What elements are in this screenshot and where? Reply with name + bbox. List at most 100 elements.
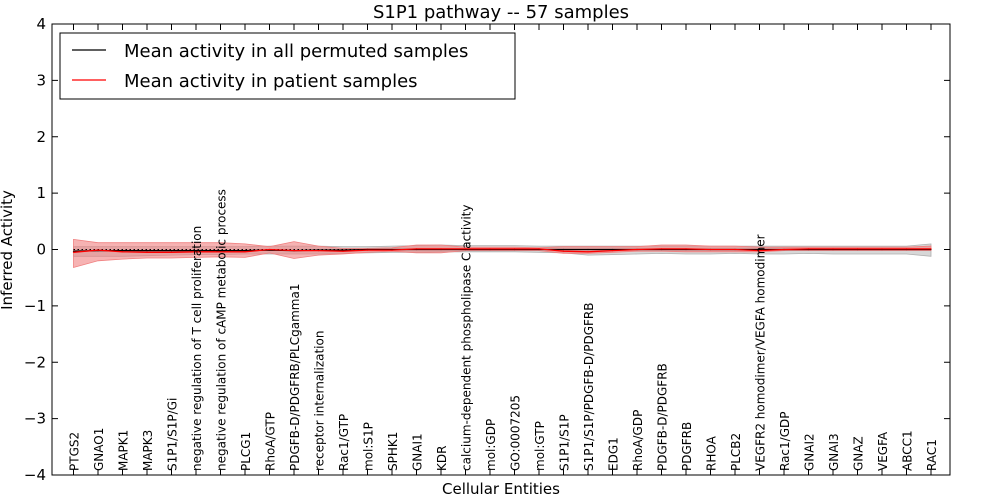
- y-tick-label: 4: [36, 15, 46, 33]
- x-tick-label: ABCC1: [901, 430, 915, 471]
- y-axis-label: Inferred Activity: [0, 190, 16, 310]
- point-series-1: [464, 248, 467, 250]
- x-tick-label: mol:GDP: [484, 419, 498, 471]
- point-series-1: [685, 248, 687, 250]
- x-tick-label: SPHK1: [386, 432, 400, 471]
- point-series-1: [660, 248, 663, 250]
- point-series-1: [734, 248, 736, 251]
- x-tick-label: GO:0007205: [509, 395, 523, 471]
- point-series-1: [783, 248, 785, 251]
- y-tick-label: −4: [24, 466, 46, 484]
- x-tick-label: S1P1/S1P/PDGFB-D/PDGFRB: [582, 303, 596, 471]
- x-tick-label: PLCB2: [729, 433, 743, 471]
- x-tick-label: MAPK1: [117, 430, 131, 471]
- point-series-1: [930, 248, 932, 250]
- point-series-1: [293, 250, 295, 252]
- point-series-1: [146, 251, 148, 253]
- point-series-1: [268, 248, 271, 251]
- x-tick-label: receptor internalization: [313, 331, 327, 471]
- x-tick-label: PDGFB-D/PDGFRB/PLCgamma1: [288, 284, 302, 471]
- x-tick-label: PDGFRB: [680, 422, 694, 471]
- point-series-0: [72, 250, 75, 252]
- point-series-1: [219, 251, 222, 253]
- point-series-1: [513, 248, 516, 250]
- point-series-0: [342, 249, 344, 251]
- point-series-1: [587, 251, 589, 253]
- x-tick-label: PDGFB-D/PDGFRB: [656, 363, 670, 471]
- point-series-1: [807, 248, 810, 250]
- point-series-1: [440, 248, 442, 250]
- x-tick-label: VEGFA: [876, 431, 890, 471]
- point-series-0: [121, 250, 124, 252]
- x-tick-label: calcium-dependent phospholipase C activi…: [460, 205, 474, 471]
- line-series-1: [73, 248, 931, 253]
- point-series-1: [342, 250, 344, 252]
- y-tick-label: 2: [36, 128, 46, 146]
- band-series-1: [73, 238, 932, 269]
- x-tick-label: S1P1/S1P: [558, 414, 572, 471]
- x-tick-label: mol:S1P: [362, 422, 376, 471]
- x-tick-label: Rac1/GTP: [337, 414, 351, 471]
- point-series-0: [562, 248, 565, 251]
- x-axis-label: Cellular Entities: [442, 480, 560, 498]
- x-tick-label: MAPK3: [141, 430, 155, 471]
- point-series-1: [538, 248, 540, 250]
- point-series-1: [881, 248, 883, 250]
- x-tick-label: RhoA/GDP: [631, 410, 645, 471]
- x-tick-label: EDG1: [607, 437, 621, 471]
- x-tick-label: GNAO1: [92, 428, 106, 471]
- y-tick-label: −1: [24, 297, 46, 315]
- point-series-0: [170, 250, 173, 252]
- x-tick-label: KDR: [435, 446, 449, 471]
- x-tick-label: S1P1/S1P/Gi: [166, 398, 180, 471]
- x-tick-label: GNAI1: [411, 433, 425, 471]
- point-series-1: [489, 248, 491, 250]
- point-series-1: [391, 249, 393, 251]
- point-series-0: [587, 248, 589, 251]
- x-tick-label: GNAZ: [852, 436, 866, 471]
- point-series-1: [832, 248, 834, 250]
- point-series-0: [244, 250, 246, 252]
- x-tick-label: negative regulation of T cell proliferat…: [190, 226, 204, 471]
- point-series-1: [758, 250, 761, 252]
- point-series-1: [72, 251, 75, 253]
- point-series-1: [244, 251, 246, 253]
- y-tick-label: 0: [36, 241, 46, 259]
- legend: Mean activity in all permuted samples Me…: [59, 32, 516, 100]
- point-series-1: [905, 248, 908, 250]
- x-axis: PTGS2 GNAO1 MAPK1 MAPK3 S1P1/S1P/Gi negative …: [68, 24, 939, 475]
- x-tick-label: negative regulation of cAMP metabolic pr…: [215, 189, 229, 471]
- x-tick-label: VEGFR2 homodimer/VEGFA homodimer: [754, 234, 768, 471]
- x-tick-label: RHOA: [705, 435, 719, 471]
- point-series-0: [146, 250, 148, 252]
- point-series-1: [856, 248, 859, 250]
- x-tick-label: mol:GTP: [533, 421, 547, 471]
- point-series-1: [709, 248, 712, 251]
- point-series-1: [97, 249, 99, 251]
- point-series-1: [636, 248, 638, 251]
- chart-title: S1P1 pathway -- 57 samples: [373, 2, 629, 23]
- point-series-0: [219, 250, 222, 252]
- y-tick-label: −2: [24, 353, 46, 371]
- y-tick-label: 1: [36, 184, 46, 202]
- point-series-1: [415, 248, 418, 250]
- y-tick-label: −3: [24, 410, 46, 428]
- legend-label-permuted: Mean activity in all permuted samples: [124, 41, 468, 62]
- point-series-1: [121, 251, 124, 253]
- x-tick-label: PTGS2: [68, 432, 82, 471]
- x-tick-label: RAC1: [925, 439, 939, 471]
- x-tick-label: GNAI3: [827, 433, 841, 471]
- point-series-1: [611, 250, 614, 252]
- point-series-1: [317, 250, 320, 252]
- x-tick-label: Rac1/GDP: [778, 412, 792, 471]
- point-series-1: [170, 251, 173, 253]
- point-series-0: [758, 248, 761, 251]
- x-tick-label: GNAI2: [803, 433, 817, 471]
- legend-label-patient: Mean activity in patient samples: [124, 71, 418, 92]
- y-axis: 4 3 2 1 0 −1 −2 −3 −4: [24, 15, 950, 484]
- x-tick-label: RhoA/GTP: [264, 412, 278, 471]
- point-series-0: [611, 248, 614, 251]
- x-tick-label: PLCG1: [239, 432, 253, 471]
- point-series-1: [195, 251, 197, 253]
